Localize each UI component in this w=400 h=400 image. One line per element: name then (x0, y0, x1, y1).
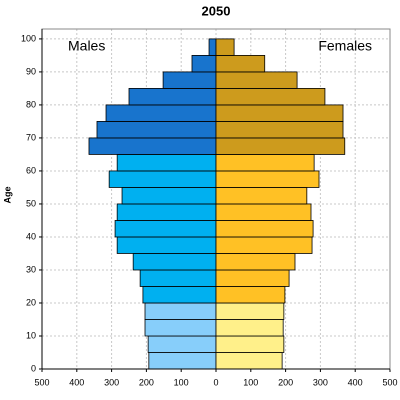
bar (215, 236, 313, 254)
bar (215, 154, 315, 172)
bar (215, 203, 312, 221)
bar (215, 220, 314, 238)
y-tick-label: 30 (26, 264, 36, 274)
y-tick-label: 40 (26, 231, 36, 241)
bar (162, 71, 217, 89)
bar (142, 286, 217, 304)
y-tick-label: 20 (26, 297, 36, 307)
bar (114, 220, 217, 238)
x-tick-label: 400 (348, 377, 363, 387)
legend-label: Females (318, 38, 372, 54)
bar (215, 286, 286, 304)
x-tick-label: 300 (104, 377, 119, 387)
bar (215, 269, 290, 287)
bar (215, 253, 296, 271)
bar (215, 121, 344, 139)
bar (215, 319, 284, 337)
legend-label: Males (68, 38, 105, 54)
x-tick-label: 100 (243, 377, 258, 387)
bar (144, 319, 217, 337)
bar (108, 170, 217, 188)
x-tick-label: 100 (174, 377, 189, 387)
x-tick-label: 300 (313, 377, 328, 387)
y-tick-label: 60 (26, 165, 36, 175)
bar (215, 187, 308, 205)
y-tick-label: 90 (26, 66, 36, 76)
bar (132, 253, 217, 271)
bar (116, 236, 217, 254)
bar (215, 335, 285, 353)
bar (148, 352, 217, 370)
bar (215, 352, 283, 370)
x-tick-label: 0 (213, 377, 218, 387)
bar (215, 104, 344, 122)
y-tick-label: 0 (31, 363, 36, 373)
bar (208, 38, 217, 56)
bar (147, 335, 217, 353)
x-tick-label: 500 (34, 377, 49, 387)
bar (215, 88, 326, 106)
bar (215, 38, 235, 56)
y-tick-label: 100 (21, 33, 36, 43)
bar (105, 104, 217, 122)
bar (215, 137, 346, 155)
y-tick-label: 80 (26, 99, 36, 109)
bar (215, 302, 285, 320)
bar (121, 187, 217, 205)
bar (215, 71, 298, 89)
bar (96, 121, 217, 139)
bar (88, 137, 217, 155)
bar (116, 203, 217, 221)
bar (116, 154, 217, 172)
bar (139, 269, 217, 287)
bar (215, 170, 320, 188)
bar (191, 55, 217, 73)
bar (144, 302, 217, 320)
chart-title: 2050 (202, 3, 231, 18)
x-tick-label: 500 (382, 377, 397, 387)
x-tick-label: 200 (139, 377, 154, 387)
y-tick-label: 10 (26, 330, 36, 340)
x-tick-label: 200 (278, 377, 293, 387)
bar (128, 88, 217, 106)
y-tick-label: 50 (26, 198, 36, 208)
y-tick-label: 70 (26, 132, 36, 142)
x-tick-label: 400 (69, 377, 84, 387)
y-axis-label: Age (2, 186, 12, 203)
bar (215, 55, 266, 73)
